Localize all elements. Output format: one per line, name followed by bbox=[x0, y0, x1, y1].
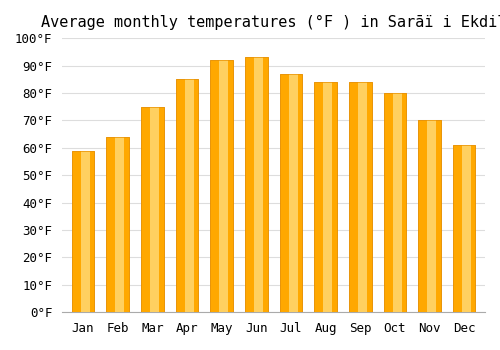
Bar bbox=[453, 145, 475, 312]
Bar bbox=[81, 150, 90, 312]
Bar bbox=[116, 137, 124, 312]
Bar bbox=[210, 60, 233, 312]
Bar bbox=[349, 82, 372, 312]
Bar bbox=[314, 82, 337, 312]
Bar bbox=[453, 145, 475, 312]
Bar bbox=[418, 120, 441, 312]
Bar bbox=[184, 79, 194, 312]
Bar bbox=[280, 74, 302, 312]
Bar bbox=[150, 107, 159, 312]
Bar bbox=[210, 60, 233, 312]
Bar bbox=[324, 82, 332, 312]
Title: Average monthly temperatures (°F ) in Sarāï i Ekdil: Average monthly temperatures (°F ) in Sa… bbox=[41, 15, 500, 30]
Bar bbox=[72, 150, 94, 312]
Bar bbox=[418, 120, 441, 312]
Bar bbox=[428, 120, 436, 312]
Bar bbox=[106, 137, 129, 312]
Bar bbox=[245, 57, 268, 312]
Bar bbox=[220, 60, 228, 312]
Bar bbox=[72, 150, 94, 312]
Bar bbox=[245, 57, 268, 312]
Bar bbox=[392, 93, 402, 312]
Bar bbox=[254, 57, 263, 312]
Bar bbox=[176, 79, 198, 312]
Bar bbox=[462, 145, 471, 312]
Bar bbox=[349, 82, 372, 312]
Bar bbox=[288, 74, 298, 312]
Bar bbox=[280, 74, 302, 312]
Bar bbox=[106, 137, 129, 312]
Bar bbox=[141, 107, 164, 312]
Bar bbox=[176, 79, 198, 312]
Bar bbox=[358, 82, 367, 312]
Bar bbox=[384, 93, 406, 312]
Bar bbox=[141, 107, 164, 312]
Bar bbox=[384, 93, 406, 312]
Bar bbox=[314, 82, 337, 312]
